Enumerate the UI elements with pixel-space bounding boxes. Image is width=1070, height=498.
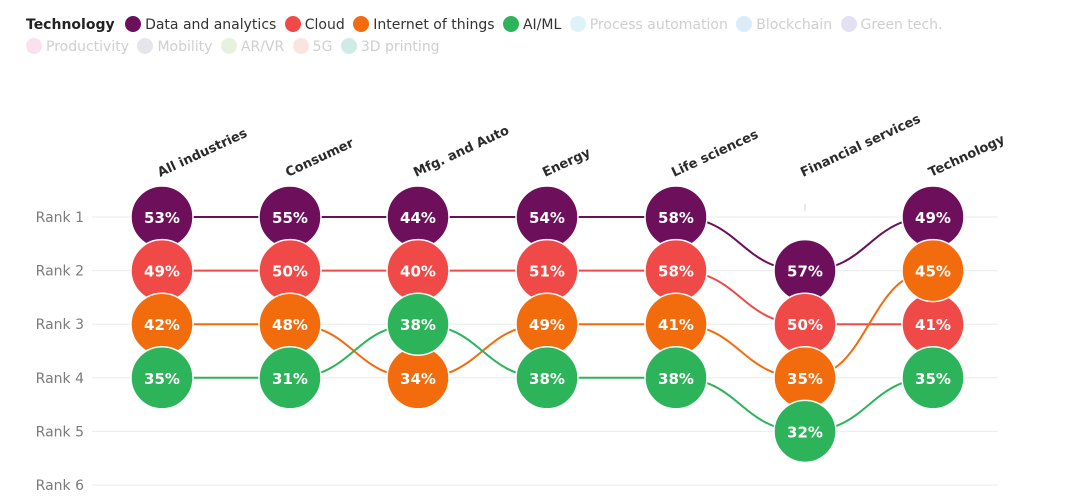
data-label-cloud-all-industries: 49%	[144, 263, 180, 281]
legend-swatch-green-tech	[840, 16, 857, 32]
data-label-ai-ml-financial-services: 32%	[787, 423, 823, 441]
data-label-cloud-energy: 51%	[529, 263, 565, 281]
legend-swatch-productivity	[26, 38, 42, 54]
legend-item-blockchain[interactable]: Blockchain	[736, 14, 832, 36]
legend: Technology Data and analytics Cloud Inte…	[26, 14, 1026, 58]
legend-label: Process automation	[589, 17, 728, 33]
rank-label-2: Rank 2	[36, 264, 84, 280]
legend-label: 5G	[312, 39, 333, 55]
category-label-technology: Technology	[926, 132, 1007, 181]
category-label-consumer: Consumer	[283, 136, 356, 181]
node-ai-ml-energy[interactable]	[515, 346, 579, 410]
rank-axis: Rank 1 Rank 2 Rank 3 Rank 4 Rank 5 Rank 6	[36, 210, 84, 494]
node-ai-ml-life-sciences[interactable]	[644, 346, 708, 410]
data-label-internet-of-things-technology: 45%	[915, 263, 951, 281]
data-label-cloud-technology: 41%	[915, 316, 951, 334]
data-label-internet-of-things-financial-services: 35%	[787, 370, 823, 388]
data-label-cloud-mfg-and-auto: 40%	[400, 263, 436, 281]
data-label-data-and-analytics-all-industries: 53%	[144, 209, 180, 227]
node-internet-of-things-technology[interactable]	[901, 238, 965, 303]
node-ai-ml-consumer[interactable]	[258, 346, 322, 410]
legend-swatch-3d-printing	[340, 38, 357, 54]
legend-item-cloud[interactable]: Cloud	[284, 14, 345, 36]
legend-swatch-cloud	[284, 16, 301, 32]
legend-title: Technology	[26, 17, 115, 33]
legend-item-3d-printing[interactable]: 3D printing	[340, 36, 440, 58]
legend-swatch-ai-ml	[502, 16, 519, 32]
legend-swatch-5g	[292, 38, 309, 54]
data-label-internet-of-things-energy: 49%	[529, 316, 565, 334]
category-label-life-sciences: Life sciences	[669, 127, 761, 180]
legend-swatch-internet-of-things	[353, 16, 370, 32]
category-label-energy: Energy	[540, 145, 593, 180]
rank-label-6: Rank 6	[36, 478, 84, 494]
legend-item-internet-of-things[interactable]: Internet of things	[353, 14, 495, 36]
legend-item-ai-ml[interactable]: AI/ML	[502, 14, 562, 36]
data-label-data-and-analytics-consumer: 55%	[272, 209, 308, 227]
legend-item-productivity[interactable]: Productivity	[26, 36, 129, 58]
legend-label: Mobility	[157, 39, 213, 55]
legend-swatch-ar-vr	[220, 38, 237, 54]
legend-swatch-data-and-analytics	[125, 16, 142, 32]
data-label-data-and-analytics-energy: 54%	[529, 209, 565, 227]
legend-swatch-mobility	[137, 38, 154, 54]
legend-label: Data and analytics	[145, 17, 277, 33]
series-nodes: 53% 55% 44% 54% 58% 57% 49% 49% 50% 40% 51% 58% 50% 4…	[130, 185, 965, 464]
legend-item-process-automation[interactable]: Process automation	[569, 14, 728, 36]
legend-label: Internet of things	[373, 17, 495, 33]
data-label-internet-of-things-consumer: 48%	[272, 316, 308, 334]
data-label-ai-ml-energy: 38%	[529, 370, 565, 388]
data-label-ai-ml-all-industries: 35%	[144, 370, 180, 388]
data-label-ai-ml-consumer: 31%	[272, 370, 308, 388]
rank-label-4: Rank 4	[36, 371, 84, 387]
data-label-ai-ml-life-sciences: 38%	[658, 370, 694, 388]
data-label-ai-ml-mfg-and-auto: 38%	[400, 316, 436, 334]
data-label-data-and-analytics-life-sciences: 58%	[658, 209, 694, 227]
legend-swatch-blockchain	[736, 16, 753, 32]
legend-label: Green tech.	[860, 17, 943, 33]
legend-item-mobility[interactable]: Mobility	[137, 36, 212, 58]
category-label-mfg-and-auto: Mfg. and Auto	[411, 123, 511, 180]
data-label-ai-ml-technology: 35%	[915, 370, 951, 388]
node-ai-ml-mfg-and-auto[interactable]	[386, 292, 450, 356]
legend-label: Blockchain	[756, 17, 833, 33]
legend-item-data-and-analytics[interactable]: Data and analytics	[125, 14, 276, 36]
data-label-data-and-analytics-financial-services: 57%	[787, 263, 823, 281]
legend-item-green-tech[interactable]: Green tech.	[840, 14, 943, 36]
legend-label: Cloud	[304, 17, 345, 33]
legend-label: AI/ML	[522, 17, 562, 33]
legend-label: Productivity	[46, 39, 129, 55]
node-ai-ml-financial-services[interactable]	[773, 399, 837, 464]
legend-label: AR/VR	[240, 39, 285, 55]
data-label-data-and-analytics-mfg-and-auto: 44%	[400, 209, 436, 227]
node-ai-ml-technology[interactable]	[901, 346, 965, 410]
legend-item-ar-vr[interactable]: AR/VR	[220, 36, 285, 58]
data-label-internet-of-things-life-sciences: 41%	[658, 316, 694, 334]
legend-item-5g[interactable]: 5G	[292, 36, 333, 58]
data-label-internet-of-things-all-industries: 42%	[144, 316, 180, 334]
category-label-financial-services: Financial services	[798, 112, 923, 181]
rank-label-1: Rank 1	[36, 210, 84, 226]
data-label-cloud-consumer: 50%	[272, 263, 308, 281]
category-label-all-industries: All industries	[155, 126, 250, 181]
data-label-cloud-life-sciences: 58%	[658, 263, 694, 281]
data-label-cloud-financial-services: 50%	[787, 316, 823, 334]
legend-swatch-process-automation	[569, 16, 586, 32]
data-label-internet-of-things-mfg-and-auto: 34%	[400, 370, 436, 388]
node-ai-ml-all-industries[interactable]	[130, 346, 194, 410]
rank-label-3: Rank 3	[36, 317, 84, 333]
rank-label-5: Rank 5	[36, 424, 84, 440]
data-label-data-and-analytics-technology: 49%	[915, 209, 951, 227]
legend-label: 3D printing	[360, 39, 440, 55]
